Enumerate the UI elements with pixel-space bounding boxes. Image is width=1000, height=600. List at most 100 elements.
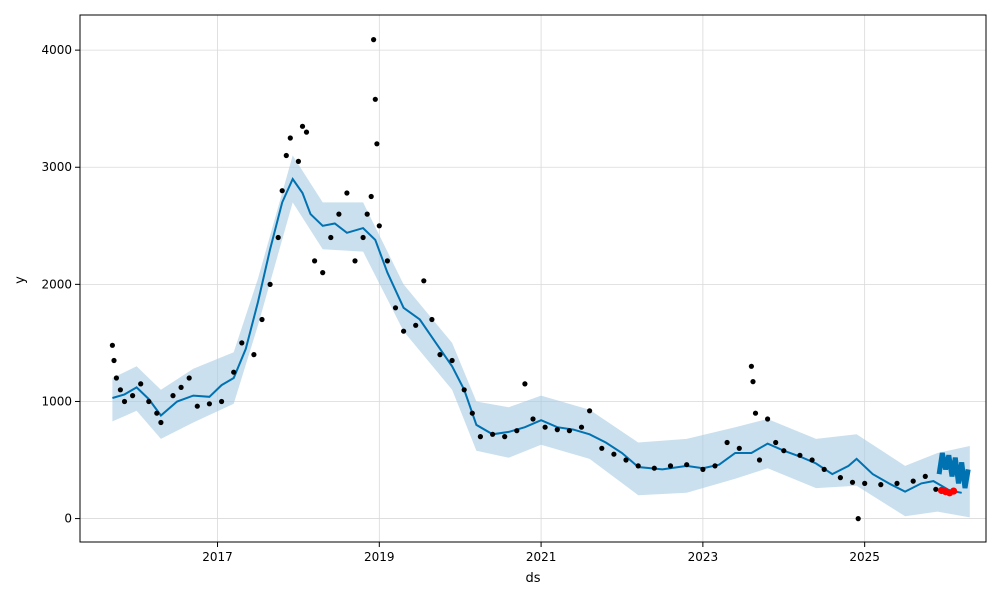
- observation-point: [635, 463, 641, 469]
- highlight-point: [950, 487, 958, 495]
- observation-point: [821, 466, 827, 472]
- observation-point: [469, 410, 475, 416]
- observation-point: [368, 193, 374, 200]
- observation-point: [287, 135, 293, 141]
- observation-point: [401, 328, 407, 334]
- observation-point: [684, 462, 690, 468]
- x-axis: 2017 2019 2021 2023 2025: [202, 542, 880, 564]
- x-axis-label: ds: [525, 571, 540, 586]
- x-tick-label: 2021: [526, 550, 557, 564]
- observation-point: [206, 401, 212, 407]
- observation-point: [158, 419, 164, 426]
- y-axis: 0 1000 2000 3000 4000: [41, 43, 80, 526]
- observation-point: [138, 381, 144, 387]
- observation-point: [522, 381, 528, 387]
- forecast-line: [112, 176, 962, 494]
- observation-point: [328, 234, 334, 241]
- observation-point: [566, 428, 573, 434]
- future-forecast-block: [936, 452, 971, 489]
- observation-point: [219, 398, 225, 405]
- observation-point: [933, 486, 939, 492]
- observation-point: [855, 516, 861, 522]
- observation-point: [111, 357, 117, 364]
- observation-point: [376, 223, 382, 229]
- observation-point: [530, 416, 536, 422]
- observation-point: [194, 403, 200, 409]
- observation-point: [259, 316, 265, 323]
- y-tick-label: 0: [64, 512, 72, 526]
- observation-point: [279, 188, 285, 194]
- highlight-points: [937, 486, 958, 497]
- observation-point: [554, 427, 560, 433]
- observation-point: [231, 369, 237, 375]
- x-tick-label: 2025: [849, 550, 880, 564]
- observation-point: [599, 445, 605, 451]
- observation-point: [781, 448, 787, 454]
- observation-point: [170, 393, 176, 399]
- observation-point: [752, 410, 759, 416]
- y-tick-label: 2000: [41, 277, 72, 291]
- observation-point: [374, 141, 380, 147]
- observation-point: [724, 439, 730, 446]
- observation-point: [437, 352, 443, 358]
- observation-point: [461, 387, 467, 393]
- observation-point: [239, 340, 245, 346]
- observation-point: [490, 431, 496, 437]
- observation-point: [312, 258, 318, 264]
- y-tick-label: 4000: [41, 43, 72, 57]
- observation-point: [837, 475, 844, 481]
- observation-point: [364, 211, 370, 217]
- observation-point: [336, 211, 342, 217]
- observation-point: [360, 234, 366, 241]
- observation-point: [862, 480, 868, 486]
- observation-point: [303, 129, 310, 135]
- observation-point: [849, 479, 856, 485]
- observation-point: [392, 305, 399, 311]
- observations: [109, 37, 939, 522]
- observation-point: [514, 428, 520, 434]
- observation-point: [320, 270, 326, 276]
- observation-point: [372, 96, 378, 102]
- observation-point: [797, 452, 803, 458]
- observation-point: [756, 457, 763, 463]
- observation-point: [283, 152, 289, 159]
- x-tick-label: 2023: [688, 550, 719, 564]
- observation-point: [502, 434, 508, 440]
- observation-point: [700, 466, 706, 472]
- observation-point: [154, 410, 160, 416]
- plot-frame: [79, 14, 987, 543]
- observation-point: [429, 316, 435, 323]
- observation-point: [186, 375, 192, 381]
- observation-point: [809, 457, 815, 463]
- observation-point: [146, 398, 152, 405]
- observation-point: [267, 281, 273, 287]
- observation-point: [449, 357, 455, 364]
- uncertainty-band: [112, 155, 970, 518]
- observation-point: [371, 37, 377, 43]
- observation-point: [421, 278, 427, 284]
- observation-point: [344, 190, 350, 196]
- observation-point: [587, 408, 593, 414]
- observation-point: [712, 463, 718, 469]
- observation-point: [477, 434, 483, 440]
- observation-point: [299, 123, 306, 129]
- observation-point: [113, 375, 119, 381]
- observation-point: [121, 398, 128, 405]
- observation-point: [736, 445, 742, 451]
- observation-point: [542, 424, 548, 430]
- observation-point: [910, 478, 916, 484]
- observation-point: [765, 416, 771, 422]
- observation-point: [894, 480, 900, 486]
- observation-point: [623, 457, 629, 463]
- observation-point: [748, 363, 755, 369]
- y-tick-label: 3000: [41, 160, 72, 174]
- observation-point: [578, 424, 585, 430]
- observation-point: [117, 387, 123, 393]
- y-axis-label: y: [13, 276, 28, 284]
- observation-point: [413, 322, 419, 328]
- observation-point: [251, 352, 257, 358]
- observation-point: [130, 393, 136, 399]
- observation-point: [109, 342, 115, 348]
